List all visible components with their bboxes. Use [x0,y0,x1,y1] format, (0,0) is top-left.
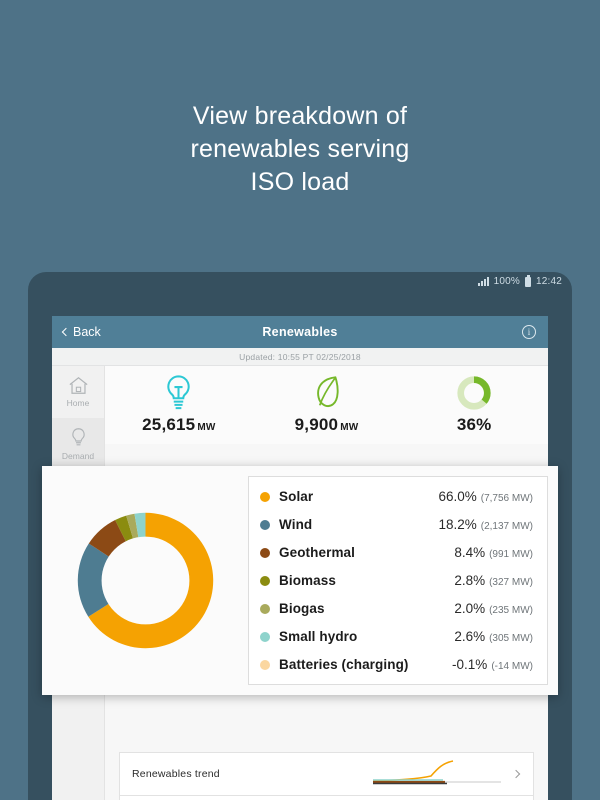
legend-item-batteries[interactable]: Batteries (charging) -0.1% (-14 MW) [260,654,533,675]
legend-dot-biomass [260,575,270,586]
legend-percent-biogas: 2.0% [454,601,486,616]
page-title: Renewables [262,325,338,339]
legend-label-biomass: Biomass [279,573,336,588]
legend-dot-geothermal [260,547,270,558]
legend-mw-wind: (2,137 MW) [480,521,533,532]
renewables-breakdown-panel: Solar 66.0% (7,756 MW) Wind 18.2% (2,137… [42,466,558,695]
legend-percent-geothermal: 8.4% [454,545,486,560]
donut-chart-wrap [42,466,248,695]
metric-renewables-value: 9,900 MW [295,415,359,435]
legend-item-biomass[interactable]: Biomass 2.8% (327 MW) [260,570,533,591]
sidebar-item-home-label: Home [66,398,90,408]
legend-mw-solar: (7,756 MW) [480,493,533,504]
chevron-left-icon [61,327,71,336]
trend-row-batteries[interactable]: Batteries trend [120,796,533,800]
metric-renewables-number: 9,900 [294,415,339,434]
renewables-legend: Solar 66.0% (7,756 MW) Wind 18.2% (2,137… [248,476,548,685]
legend-dot-batteries [260,659,270,670]
legend-label-geothermal: Geothermal [279,545,356,560]
trend-row-renewables[interactable]: Renewables trend [120,753,533,795]
legend-dot-solar [260,491,270,502]
gauge-icon [457,376,491,410]
legend-percent-biomass: 2.8% [454,573,486,588]
lightbulb-icon [167,375,190,410]
metric-renewables-icon [312,373,342,413]
trend-list: Renewables trend Batteries trend [105,752,548,800]
legend-item-geothermal[interactable]: Geothermal 8.4% (991 MW) [260,542,533,563]
trend-renewables-label: Renewables trend [132,768,220,780]
legend-percent-small-hydro: 2.6% [454,629,486,644]
promo-headline: View breakdown of renewables serving ISO… [0,100,600,199]
legend-mw-small-hydro: (305 MW) [489,633,533,644]
metric-share-value: 36% [457,415,492,435]
metric-demand-unit: MW [197,422,216,433]
renewables-sparkline [373,760,501,785]
metric-renewables: 9,900 MW [253,366,401,435]
battery-percent-label: 100% [493,276,520,287]
legend-label-biogas: Biogas [279,601,325,616]
metrics-row: 25,615 MW 9,900 MW [105,366,548,444]
status-bar: 100% 12:42 [477,275,562,287]
info-icon[interactable]: i [522,325,536,339]
legend-item-solar[interactable]: Solar 66.0% (7,756 MW) [260,486,533,507]
back-button-label: Back [73,325,101,339]
legend-percent-wind: 18.2% [438,517,477,532]
metric-renewable-share: 36% [400,366,548,435]
legend-label-small-hydro: Small hydro [279,629,358,644]
legend-mw-biomass: (327 MW) [489,577,533,588]
updated-timestamp: Updated: 10:55 PT 02/25/2018 [52,348,548,366]
sidebar-item-home[interactable]: Home [52,366,104,418]
legend-label-solar: Solar [279,489,314,504]
legend-item-small-hydro[interactable]: Small hydro 2.6% (305 MW) [260,626,533,647]
back-button[interactable]: Back [61,325,101,339]
legend-percent-solar: 66.0% [438,489,477,504]
legend-dot-small-hydro [260,631,270,642]
metric-renewables-unit: MW [340,422,359,433]
legend-mw-batteries: (-14 MW) [491,661,533,672]
metric-share-number: 36% [456,415,492,434]
legend-dot-biogas [260,603,270,614]
home-icon [68,376,88,394]
trend-card-renewables: Renewables trend [119,752,534,795]
legend-mw-biogas: (235 MW) [489,605,533,616]
leaf-icon [316,376,339,407]
metric-share-icon [455,373,493,413]
app-bar: Back Renewables i [52,316,548,348]
promo-line-1: View breakdown of [192,102,408,130]
promo-line-3: ISO load [250,168,350,196]
legend-item-biogas[interactable]: Biogas 2.0% (235 MW) [260,598,533,619]
lightbulb-icon [71,428,85,446]
metric-demand-number: 25,615 [142,415,196,434]
legend-mw-geothermal: (991 MW) [489,549,533,560]
metric-demand-icon [163,373,194,413]
sidebar-item-demand[interactable]: Demand [52,418,104,470]
legend-percent-batteries: -0.1% [452,657,488,672]
trend-card-batteries: Batteries trend [119,795,534,800]
metric-demand-value: 25,615 MW [142,415,215,435]
signal-bars-icon [477,277,489,286]
legend-label-batteries: Batteries (charging) [279,657,409,672]
legend-label-wind: Wind [279,517,313,532]
legend-item-wind[interactable]: Wind 18.2% (2,137 MW) [260,514,533,535]
sidebar-item-demand-label: Demand [61,451,95,461]
promo-line-2: renewables serving [190,135,410,163]
clock-label: 12:42 [535,276,562,287]
renewables-donut-chart[interactable] [54,489,237,672]
legend-dot-wind [260,519,270,530]
metric-demand: 25,615 MW [105,366,253,435]
battery-icon [524,275,531,287]
chevron-right-icon [511,769,521,779]
